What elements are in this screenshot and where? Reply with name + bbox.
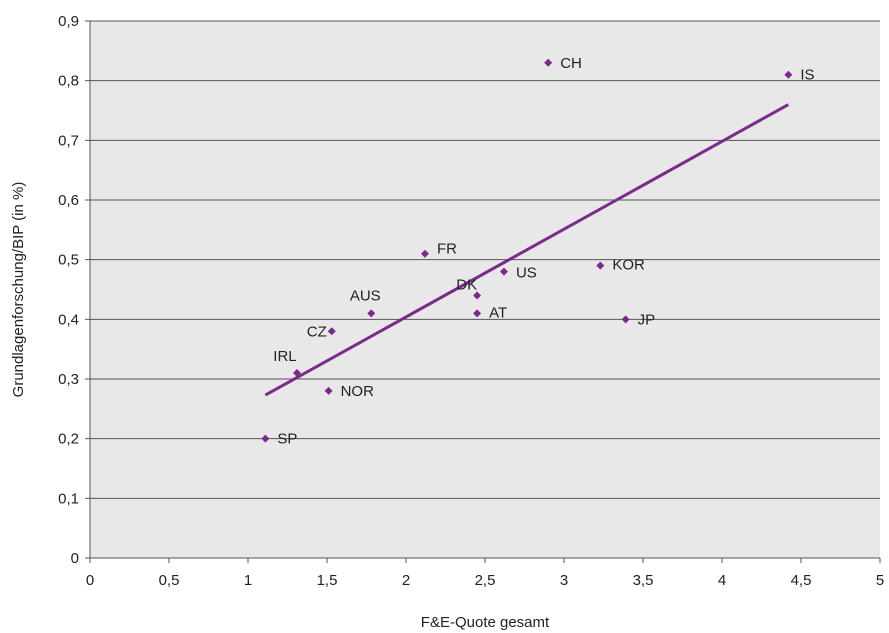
y-tick-label: 0,1 — [58, 490, 79, 507]
x-tick-label: 2 — [402, 572, 410, 589]
data-point — [324, 386, 333, 395]
y-tick-label: 0,5 — [58, 252, 79, 269]
data-point-label: NOR — [341, 383, 375, 400]
data-point — [327, 327, 336, 336]
x-tick-label: 0 — [86, 572, 94, 589]
data-point — [499, 267, 508, 276]
data-point — [292, 369, 301, 378]
y-axis-title: Grundlagenforschung/BIP (in %) — [10, 182, 27, 398]
x-tick-label: 4 — [718, 572, 726, 589]
data-point — [420, 249, 429, 258]
data-point — [784, 70, 793, 79]
data-point-label: JP — [638, 311, 656, 328]
y-tick-label: 0,9 — [58, 13, 79, 30]
x-tick-label: 3,5 — [633, 572, 654, 589]
y-tick-label: 0 — [71, 550, 79, 567]
data-point — [596, 261, 605, 270]
y-tick-label: 0,7 — [58, 132, 79, 149]
x-tick-label: 3 — [560, 572, 568, 589]
x-tick-label: 4,5 — [791, 572, 812, 589]
x-axis-title: F&E-Quote gesamt — [421, 614, 550, 631]
data-point — [473, 291, 482, 300]
data-point-label: CH — [560, 55, 582, 72]
data-point — [261, 434, 270, 443]
data-point-label: IS — [800, 67, 814, 84]
data-point — [544, 58, 553, 67]
data-point — [367, 309, 376, 318]
x-tick-label: 5 — [876, 572, 884, 589]
plot-area — [90, 21, 880, 558]
y-tick-label: 0,3 — [58, 371, 79, 388]
data-point-label: AT — [489, 304, 507, 321]
y-tick-label: 0,6 — [58, 192, 79, 209]
data-point-label: CZ — [307, 323, 327, 340]
y-tick-label: 0,8 — [58, 73, 79, 90]
data-point — [621, 315, 630, 324]
data-point-label: FR — [437, 241, 457, 258]
data-point — [473, 309, 482, 318]
data-point-label: DK — [456, 276, 477, 293]
x-tick-label: 1 — [244, 572, 252, 589]
y-tick-label: 0,2 — [58, 431, 79, 448]
x-tick-label: 2,5 — [475, 572, 496, 589]
data-point-label: IRL — [273, 348, 296, 365]
data-point-label: SP — [277, 431, 297, 448]
y-tick-label: 0,4 — [58, 311, 79, 328]
x-tick-label: 1,5 — [317, 572, 338, 589]
data-point-label: AUS — [350, 287, 381, 304]
data-point-label: KOR — [612, 257, 645, 274]
x-tick-label: 0,5 — [159, 572, 180, 589]
trendline — [264, 103, 790, 397]
data-point-label: US — [516, 265, 537, 282]
